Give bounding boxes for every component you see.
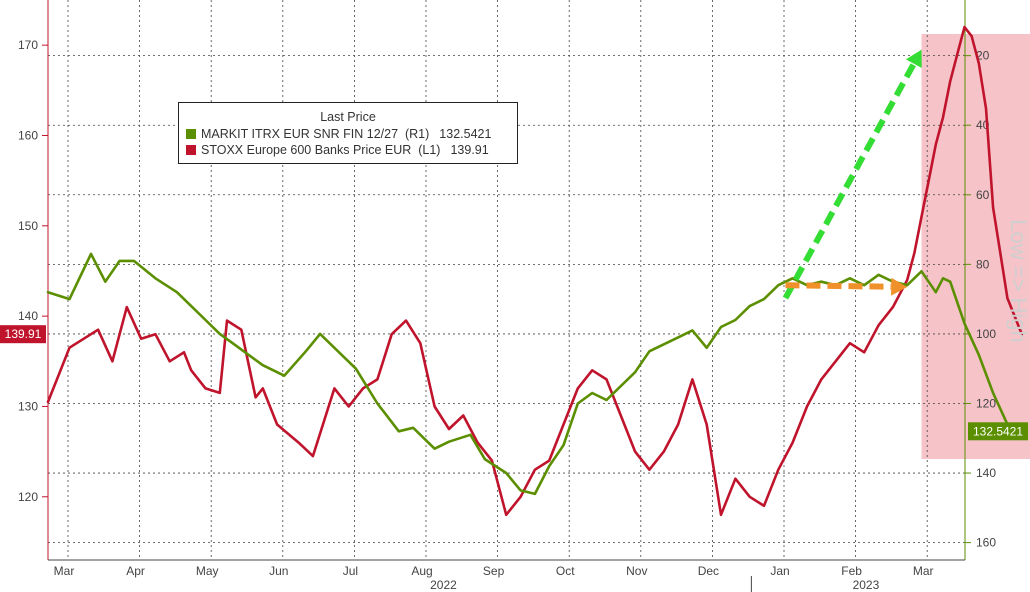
x-tick-label: May bbox=[196, 564, 219, 578]
value-tags: 139.91 132.5421 bbox=[0, 325, 1028, 441]
x-tick-label: Nov bbox=[626, 564, 647, 578]
right-tick-label: 80 bbox=[976, 257, 990, 271]
legend-entry-itraxx: MARKIT ITRX EUR SNR FIN 12/27 (R1) 132.5… bbox=[179, 126, 517, 142]
right-tick-label: 60 bbox=[976, 188, 990, 202]
x-tick-label: Oct bbox=[556, 564, 575, 578]
x-year-label: 2023 bbox=[853, 578, 880, 592]
right-tick-label: 160 bbox=[976, 536, 996, 550]
left-tick-label: 130 bbox=[18, 399, 38, 413]
legend-swatch-green bbox=[186, 129, 196, 139]
series-line-itraxx bbox=[46, 252, 1024, 496]
x-year-label: 2022 bbox=[430, 578, 457, 592]
legend-entry-name: STOXX Europe 600 Banks Price EUR (L1) bbox=[201, 143, 441, 157]
x-tick-label: Dec bbox=[698, 564, 719, 578]
legend-title: Last Price bbox=[320, 110, 376, 124]
x-tick-label: Jan bbox=[770, 564, 789, 578]
x-tick-label: Sep bbox=[483, 564, 505, 578]
legend: Last Price MARKIT ITRX EUR SNR FIN 12/27… bbox=[178, 102, 518, 164]
arrow-orange-head bbox=[891, 277, 908, 296]
x-tick-label: Jun bbox=[269, 564, 288, 578]
right-tick-label: 20 bbox=[976, 49, 990, 63]
arrow-orange bbox=[785, 282, 892, 290]
left-tick-label: 150 bbox=[18, 219, 38, 233]
left-value-tag-text: 139.91 bbox=[5, 327, 42, 341]
shaded-region bbox=[921, 34, 1030, 459]
x-tick-label: Mar bbox=[54, 564, 75, 578]
left-tick-label: 120 bbox=[18, 490, 38, 504]
legend-entry-name: MARKIT ITRX EUR SNR FIN 12/27 (R1) bbox=[201, 127, 430, 141]
left-tick-label: 140 bbox=[18, 309, 38, 323]
x-tick-label: Apr bbox=[126, 564, 145, 578]
right-tick-label: 140 bbox=[976, 466, 996, 480]
x-tick-label: Aug bbox=[411, 564, 432, 578]
arrow-green bbox=[782, 62, 917, 300]
series-line-banks bbox=[46, 25, 1024, 517]
left-tick-label: 160 bbox=[18, 128, 38, 142]
annotation-arrows bbox=[782, 49, 922, 300]
right-axis-label: Low => High bbox=[1006, 219, 1030, 343]
left-tick-label: 170 bbox=[18, 38, 38, 52]
right-value-tag-text: 132.5421 bbox=[973, 424, 1023, 438]
legend-entry-banks: STOXX Europe 600 Banks Price EUR (L1) 13… bbox=[179, 142, 517, 158]
legend-swatch-red bbox=[186, 145, 196, 155]
legend-entry-value: 132.5421 bbox=[439, 127, 492, 141]
right-tick-label: 120 bbox=[976, 396, 996, 410]
arrow-green-head bbox=[905, 49, 922, 69]
x-tick-label: Jul bbox=[343, 564, 358, 578]
x-tick-label: Mar bbox=[913, 564, 934, 578]
shaded-region-layer bbox=[921, 34, 1030, 459]
series-layer bbox=[46, 25, 1024, 517]
right-value-tag bbox=[968, 422, 1028, 441]
gridlines bbox=[48, 0, 965, 560]
x-tick-label: Feb bbox=[841, 564, 862, 578]
left-value-tag bbox=[0, 325, 46, 344]
legend-entry-value: 139.91 bbox=[450, 143, 489, 157]
right-tick-label: 100 bbox=[976, 327, 996, 341]
axes: 20406080100120140160120130140150160170Ma… bbox=[18, 0, 996, 592]
